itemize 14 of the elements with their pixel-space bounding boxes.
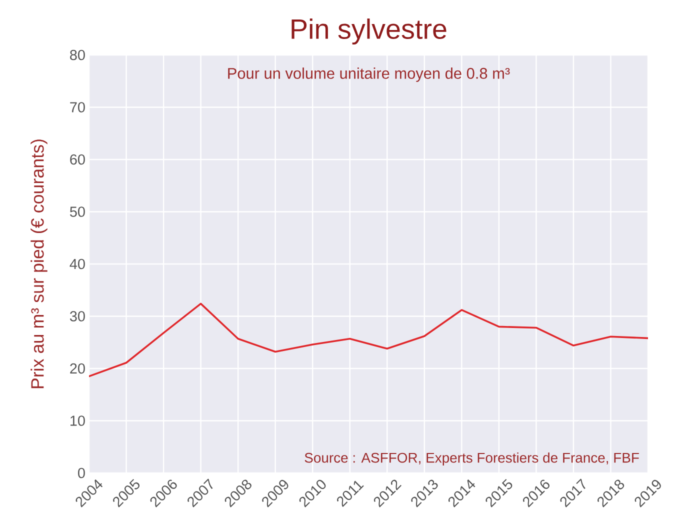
y-tick-label: 20 [70,363,85,374]
chart-title: Pin sylvestre [292,18,446,44]
y-tick-label: 80 [70,50,85,60]
line-series [89,302,648,378]
y-tick-label: 50 [70,206,85,217]
y-tick-label: 70 [70,102,85,112]
text: Pour un volume unitaire moyen de 0.8 m³ [228,68,510,82]
y-tick-label: 40 [70,258,85,270]
y-tick-label: 10 [70,416,85,426]
y-axis-title: Prix au m³ sur pied (€ courants) [30,140,48,388]
y-tick-label: 30 [70,311,85,322]
y-tick-label: 60 [70,154,85,165]
y-tick-label: 0 [78,468,85,478]
annotation: Source : ASFFOR, Experts Forestiers de France, FBF [304,452,639,466]
